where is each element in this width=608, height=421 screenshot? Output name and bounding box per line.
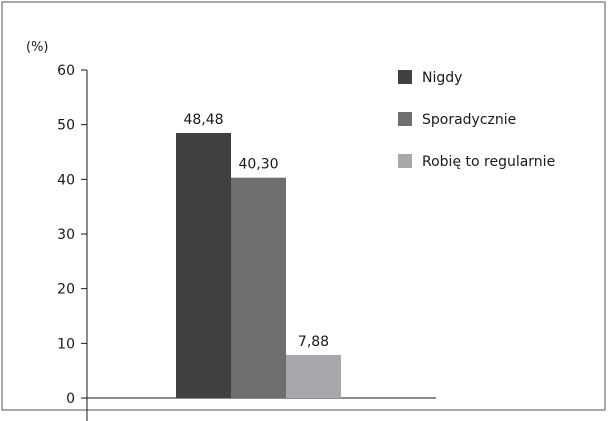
- y-unit-label: (%): [26, 40, 49, 55]
- y-tick-label: 0: [66, 391, 75, 407]
- y-tick-label: 10: [57, 336, 75, 352]
- chart-border: [1, 1, 606, 411]
- legend: Nigdy Sporadycznie Robię to regularnie: [398, 70, 555, 170]
- legend-swatch-2: [398, 112, 412, 126]
- y-tick-label: 40: [57, 172, 75, 188]
- data-labels: 48,48 40,30 7,88: [183, 112, 329, 350]
- legend-swatch-1: [398, 70, 412, 84]
- y-tick-label: 20: [57, 282, 75, 298]
- bars: [176, 132, 341, 398]
- y-tick-label: 60: [57, 63, 75, 79]
- y-tick-label: 30: [57, 227, 75, 243]
- bar-1: [176, 132, 231, 398]
- legend-label-2: Sporadycznie: [422, 112, 516, 128]
- legend-label-1: Nigdy: [422, 70, 462, 86]
- y-ticks: 0 10 20 30 40 50 60: [57, 63, 87, 407]
- bar-3: [286, 354, 341, 398]
- data-label-3: 7,88: [298, 334, 329, 350]
- legend-label-3: Robię to regularnie: [422, 154, 555, 170]
- data-label-2: 40,30: [238, 157, 278, 173]
- data-label-1: 48,48: [183, 112, 223, 128]
- y-tick-label: 50: [57, 118, 75, 134]
- legend-swatch-3: [398, 154, 412, 168]
- bar-2: [231, 177, 286, 398]
